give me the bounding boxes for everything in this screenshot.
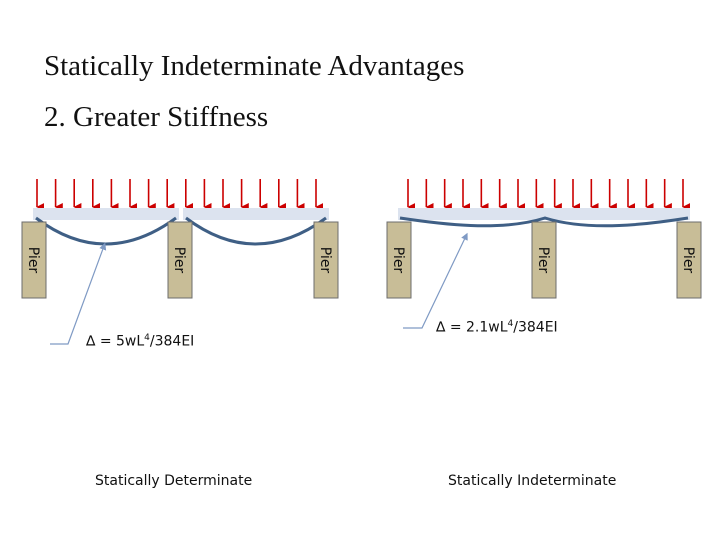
indeterminate-deflection-formula: ∆ = 2.1wL4/384EI: [436, 319, 558, 336]
span-2-beam: [183, 208, 329, 220]
pier-2: Pier: [167, 221, 193, 299]
pier-4: Pier: [386, 221, 412, 299]
pier-5-label: Pier: [535, 247, 551, 274]
pier-6: Pier: [676, 221, 702, 299]
determinate-formula-prefix: ∆ = 5wL: [86, 333, 145, 350]
indeterminate-formula-exponent: 4: [507, 319, 514, 329]
determinate-leader-line: [50, 242, 107, 345]
indeterminate-formula-suffix: /384EI: [513, 319, 558, 336]
determinate-formula-suffix: /384EI: [149, 333, 195, 350]
indeterminate-leader-line: [403, 232, 468, 329]
determinate-formula-exponent: 4: [144, 333, 150, 343]
span-1-deflected-shape: [35, 216, 177, 246]
indeterminate-load-arrows: [407, 179, 691, 211]
pier-3-label: Pier: [317, 247, 333, 274]
span-2-deflected-shape: [185, 216, 327, 246]
slide-subtitle: 2. Greater Stiffness: [44, 101, 269, 133]
continuous-deflected-shape: [399, 216, 689, 228]
determinate-load-arrows: [36, 179, 324, 211]
determinate-deflection-formula: ∆ = 5wL4/384EI: [86, 333, 194, 350]
indeterminate-system: Pier Pier Pier: [386, 179, 702, 329]
indeterminate-caption: Statically Indeterminate: [448, 473, 617, 489]
determinate-system: Pier Pier Pier: [21, 179, 339, 345]
pier-3: Pier: [313, 221, 339, 299]
pier-1-label: Pier: [25, 247, 41, 274]
continuous-beam: [398, 208, 690, 220]
pier-4-label: Pier: [390, 247, 406, 274]
pier-1: Pier: [21, 221, 47, 299]
indeterminate-formula-prefix: ∆ = 2.1wL: [436, 319, 508, 336]
pier-2-label: Pier: [171, 247, 187, 274]
pier-5: Pier: [531, 221, 557, 299]
slide-title: Statically Indeterminate Advantages: [44, 50, 465, 82]
determinate-caption: Statically Determinate: [95, 473, 253, 489]
pier-6-label: Pier: [680, 247, 696, 274]
span-1-beam: [33, 208, 179, 220]
